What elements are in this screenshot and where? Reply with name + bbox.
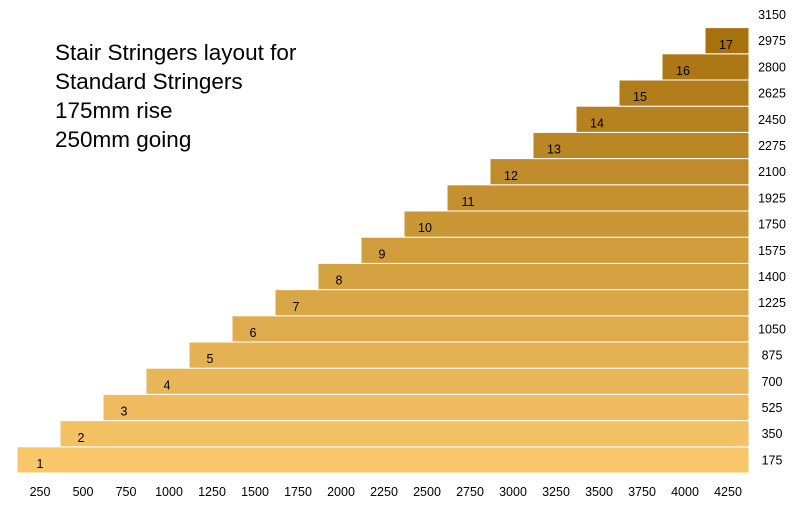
- step-number-label: 12: [504, 169, 518, 183]
- rise-label: 1050: [758, 322, 786, 336]
- stair-bar: [446, 184, 750, 212]
- rise-label: 1575: [758, 244, 786, 258]
- title-line-1: Stair Stringers layout for: [55, 40, 297, 65]
- step-number-label: 7: [293, 300, 300, 314]
- rise-label: 1925: [758, 191, 786, 205]
- rise-label: 2450: [758, 113, 786, 127]
- going-tick-label: 1750: [284, 485, 312, 499]
- going-tick-label: 2750: [456, 485, 484, 499]
- stair-bar: [317, 262, 750, 291]
- rise-label: 350: [762, 427, 783, 441]
- step-number-label: 16: [676, 64, 690, 78]
- step-number-label: 10: [418, 221, 432, 235]
- stair-bar: [274, 289, 750, 317]
- going-tick-label: 2500: [413, 485, 441, 499]
- going-tick-label: 4000: [671, 485, 699, 499]
- step-number-label: 9: [379, 247, 386, 261]
- rise-label: 700: [762, 375, 783, 389]
- diagram-title: Stair Stringers layout for Standard Stri…: [55, 38, 296, 154]
- rise-label: 2625: [758, 87, 786, 101]
- rise-label: 2975: [758, 34, 786, 48]
- stair-bar: [102, 393, 750, 422]
- rise-label: 2800: [758, 60, 786, 74]
- stair-bar: [231, 315, 750, 343]
- going-tick-label: 4250: [714, 485, 742, 499]
- step-number-label: 6: [250, 326, 257, 340]
- stair-bar: [489, 158, 750, 186]
- going-tick-label: 250: [30, 485, 51, 499]
- going-tick-label: 3750: [628, 485, 656, 499]
- going-tick-label: 750: [116, 485, 137, 499]
- going-tick-label: 1500: [241, 485, 269, 499]
- rise-label: 175: [762, 453, 783, 467]
- stair-bar: [661, 53, 750, 81]
- rise-label: 2100: [758, 165, 786, 179]
- step-number-label: 15: [633, 90, 647, 104]
- going-tick-label: 3000: [499, 485, 527, 499]
- step-number-label: 13: [547, 143, 561, 157]
- going-tick-label: 500: [73, 485, 94, 499]
- step-number-label: 4: [164, 378, 171, 392]
- step-number-label: 8: [336, 274, 343, 288]
- title-line-4: 250mm going: [55, 127, 192, 152]
- stair-bar: [145, 367, 750, 395]
- stair-bar: [188, 341, 750, 369]
- going-tick-label: 2000: [327, 485, 355, 499]
- rise-label: 1750: [758, 218, 786, 232]
- stair-bar: [360, 236, 750, 264]
- going-tick-label: 1250: [198, 485, 226, 499]
- going-tick-label: 1000: [155, 485, 183, 499]
- rise-label: 1400: [758, 270, 786, 284]
- going-tick-label: 3500: [585, 485, 613, 499]
- title-line-2: Standard Stringers: [55, 69, 243, 94]
- going-tick-label: 3250: [542, 485, 570, 499]
- step-number-label: 5: [207, 352, 214, 366]
- rise-label: 875: [762, 349, 783, 363]
- rise-label: 525: [762, 401, 783, 415]
- stair-bar: [16, 446, 750, 474]
- step-number-label: 1: [37, 457, 44, 471]
- rise-label: 3150: [758, 8, 786, 22]
- step-number-label: 17: [719, 38, 733, 52]
- going-tick-label: 2250: [370, 485, 398, 499]
- step-number-label: 2: [78, 431, 85, 445]
- rise-label: 2275: [758, 139, 786, 153]
- step-number-label: 3: [121, 405, 128, 419]
- step-number-label: 14: [590, 116, 604, 130]
- stair-bar: [575, 105, 750, 133]
- stair-bar: [747, 0, 750, 29]
- stair-bar: [532, 131, 750, 160]
- stair-bar: [704, 27, 750, 55]
- stair-bar: [403, 210, 750, 238]
- step-number-label: 11: [462, 195, 475, 209]
- title-line-3: 175mm rise: [55, 98, 173, 123]
- rise-label: 1225: [758, 296, 786, 310]
- stair-bar: [59, 420, 750, 448]
